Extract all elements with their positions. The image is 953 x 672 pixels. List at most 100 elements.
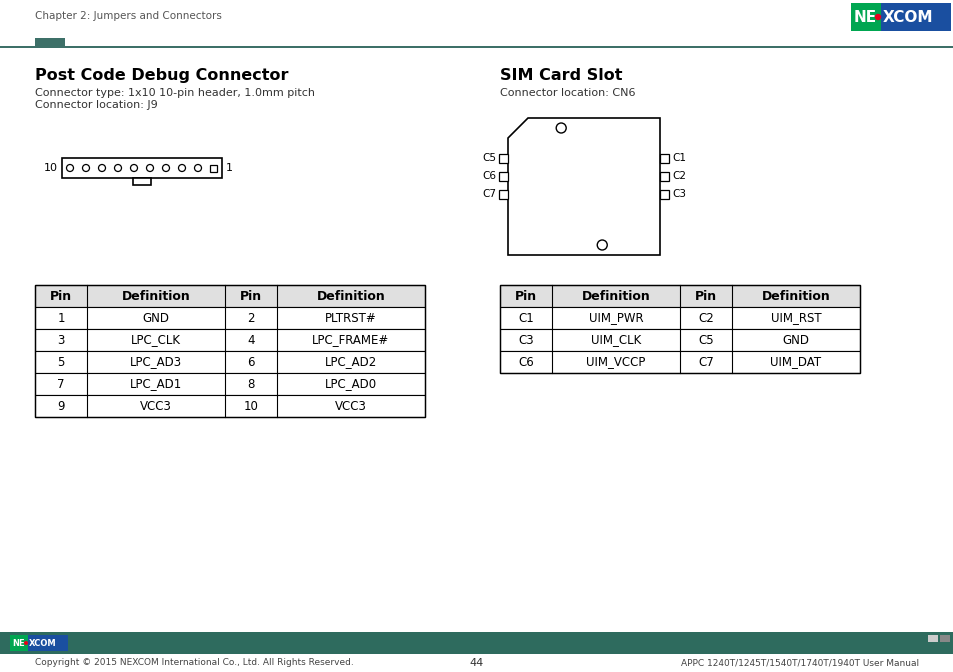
Text: 4: 4 [247, 333, 254, 347]
Circle shape [114, 165, 121, 171]
Circle shape [875, 15, 880, 19]
Circle shape [131, 165, 137, 171]
Bar [498, 190, 507, 198]
Text: Post Code Debug Connector: Post Code Debug Connector [35, 68, 288, 83]
Text: C3: C3 [517, 333, 534, 347]
Bar [35, 38, 65, 47]
Text: C1: C1 [671, 153, 685, 163]
Text: LPC_CLK: LPC_CLK [131, 333, 181, 347]
Text: Definition: Definition [316, 290, 385, 302]
Text: SIM Card Slot: SIM Card Slot [499, 68, 622, 83]
Bar [498, 171, 507, 181]
Text: Definition: Definition [581, 290, 650, 302]
Bar [498, 153, 507, 163]
Bar [10, 635, 28, 651]
Circle shape [194, 165, 201, 171]
Text: C1: C1 [517, 312, 534, 325]
Text: 5: 5 [57, 355, 65, 368]
Bar [0, 0, 953, 52]
Bar [850, 3, 880, 31]
Bar [62, 158, 222, 178]
Circle shape [25, 642, 28, 644]
Text: NE: NE [853, 9, 876, 24]
Text: 10: 10 [44, 163, 58, 173]
Circle shape [162, 165, 170, 171]
Bar [0, 46, 953, 48]
Text: Connector type: 1x10 10-pin header, 1.0mm pitch: Connector type: 1x10 10-pin header, 1.0m… [35, 88, 314, 98]
Text: Connector location: J9: Connector location: J9 [35, 100, 157, 110]
Bar [659, 190, 668, 198]
Bar [35, 395, 424, 417]
Text: Pin: Pin [515, 290, 537, 302]
Text: 8: 8 [247, 378, 254, 390]
Circle shape [67, 165, 73, 171]
Text: C3: C3 [671, 189, 685, 199]
Bar [880, 3, 950, 31]
Text: 9: 9 [57, 399, 65, 413]
Bar [35, 351, 424, 373]
Text: C5: C5 [481, 153, 496, 163]
Text: Definition: Definition [121, 290, 191, 302]
Text: PLTRST#: PLTRST# [325, 312, 376, 325]
Text: UIM_DAT: UIM_DAT [770, 355, 821, 368]
Bar [211, 165, 217, 171]
Text: Definition: Definition [760, 290, 829, 302]
Text: 1: 1 [57, 312, 65, 325]
Bar [0, 632, 953, 654]
Text: Pin: Pin [694, 290, 717, 302]
Text: Pin: Pin [240, 290, 262, 302]
Bar [28, 635, 68, 651]
Bar [132, 178, 151, 185]
Text: C6: C6 [517, 355, 534, 368]
Circle shape [82, 165, 90, 171]
Bar [35, 285, 424, 417]
Text: C2: C2 [698, 312, 713, 325]
Text: LPC_AD1: LPC_AD1 [130, 378, 182, 390]
Bar [499, 285, 859, 307]
Text: 1: 1 [226, 163, 233, 173]
Text: GND: GND [781, 333, 809, 347]
Text: LPC_AD0: LPC_AD0 [325, 378, 376, 390]
Text: C2: C2 [671, 171, 685, 181]
Bar [659, 153, 668, 163]
Text: Copyright © 2015 NEXCOM International Co., Ltd. All Rights Reserved.: Copyright © 2015 NEXCOM International Co… [35, 658, 354, 667]
Text: UIM_RST: UIM_RST [770, 312, 821, 325]
Text: C7: C7 [481, 189, 496, 199]
Text: 3: 3 [57, 333, 65, 347]
Text: C5: C5 [698, 333, 713, 347]
Text: UIM_PWR: UIM_PWR [588, 312, 642, 325]
Polygon shape [507, 118, 659, 255]
Circle shape [98, 165, 106, 171]
Circle shape [147, 165, 153, 171]
Text: VCC3: VCC3 [140, 399, 172, 413]
Text: UIM_VCCP: UIM_VCCP [586, 355, 645, 368]
Text: LPC_AD2: LPC_AD2 [325, 355, 376, 368]
Text: 44: 44 [470, 658, 483, 668]
Text: GND: GND [142, 312, 170, 325]
Text: 7: 7 [57, 378, 65, 390]
Text: Chapter 2: Jumpers and Connectors: Chapter 2: Jumpers and Connectors [35, 11, 222, 21]
Bar [939, 635, 949, 642]
Text: VCC3: VCC3 [335, 399, 367, 413]
Bar [35, 329, 424, 351]
Bar [499, 285, 859, 373]
Text: NE: NE [12, 638, 25, 648]
Bar [35, 373, 424, 395]
Text: 10: 10 [243, 399, 258, 413]
Bar [35, 307, 424, 329]
Text: Connector location: CN6: Connector location: CN6 [499, 88, 635, 98]
Bar [499, 351, 859, 373]
Text: C6: C6 [481, 171, 496, 181]
Text: XCOM: XCOM [29, 638, 56, 648]
Bar [927, 635, 937, 642]
Text: 2: 2 [247, 312, 254, 325]
Text: LPC_AD3: LPC_AD3 [130, 355, 182, 368]
Text: 6: 6 [247, 355, 254, 368]
Bar [499, 329, 859, 351]
Text: UIM_CLK: UIM_CLK [590, 333, 640, 347]
Circle shape [178, 165, 185, 171]
Text: LPC_FRAME#: LPC_FRAME# [312, 333, 389, 347]
Text: APPC 1240T/1245T/1540T/1740T/1940T User Manual: APPC 1240T/1245T/1540T/1740T/1940T User … [680, 658, 918, 667]
Bar [499, 307, 859, 329]
Bar [35, 285, 424, 307]
